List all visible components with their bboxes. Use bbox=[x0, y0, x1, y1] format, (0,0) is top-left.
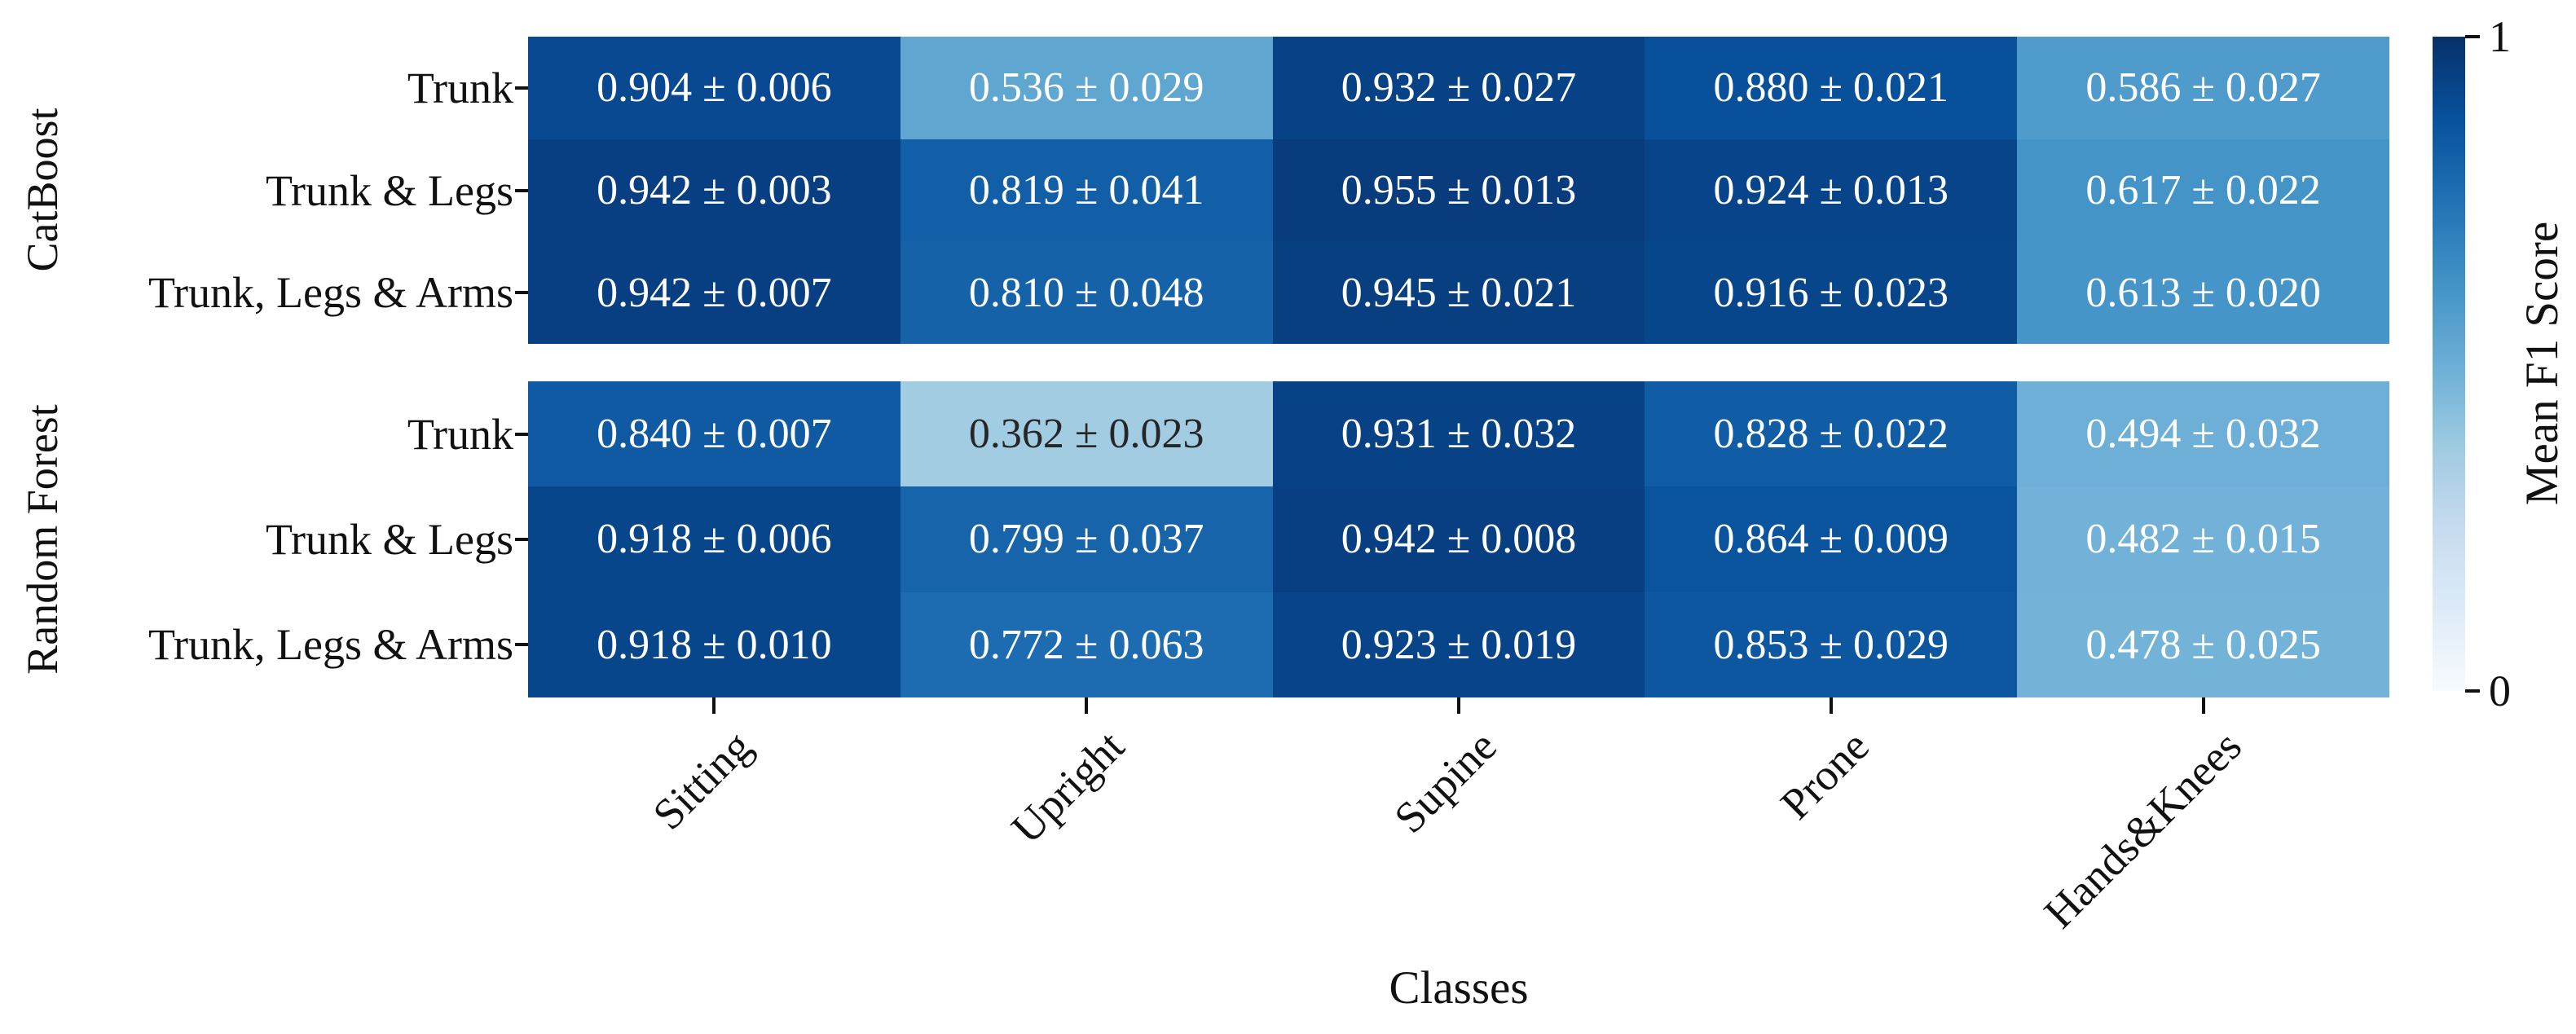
heatmap-cell: 0.617 ± 0.022 bbox=[2017, 139, 2389, 242]
heatmap-cell: 0.942 ± 0.007 bbox=[528, 241, 900, 344]
y-tick-mark bbox=[515, 188, 528, 192]
x-tick-mark bbox=[1085, 697, 1089, 714]
heatmap-cell: 0.362 ± 0.023 bbox=[900, 381, 1273, 487]
heatmap-cell: 0.918 ± 0.006 bbox=[528, 486, 900, 592]
colorbar-title: Mean F1 Score bbox=[2517, 221, 2568, 506]
y-tick-label: Trunk & Legs bbox=[265, 515, 513, 564]
heatmap-cell: 0.942 ± 0.008 bbox=[1272, 486, 1645, 592]
x-tick-mark bbox=[2201, 697, 2205, 714]
y-tick-mark bbox=[515, 291, 528, 295]
heatmap-cell: 0.828 ± 0.022 bbox=[1645, 381, 2018, 487]
y-tick-label: Trunk & Legs bbox=[265, 165, 513, 215]
heatmap-cell: 0.799 ± 0.037 bbox=[900, 486, 1273, 592]
heatmap-cell: 0.918 ± 0.010 bbox=[528, 592, 900, 697]
y-tick-label: Trunk bbox=[407, 63, 513, 112]
x-tick-mark bbox=[712, 697, 716, 714]
heatmap-cell: 0.586 ± 0.027 bbox=[2017, 37, 2389, 139]
heatmap-cell: 0.942 ± 0.003 bbox=[528, 139, 900, 242]
heatmap-cell: 0.536 ± 0.029 bbox=[900, 37, 1273, 139]
heatmap-cell: 0.880 ± 0.021 bbox=[1645, 37, 2018, 139]
x-axis-title: Classes bbox=[1389, 962, 1529, 1014]
colorbar-tick-label-min: 0 bbox=[2489, 667, 2511, 715]
colorbar-tick-label-max: 1 bbox=[2489, 12, 2511, 61]
heatmap-cell: 0.482 ± 0.015 bbox=[2017, 486, 2389, 592]
y-tick-label: Trunk, Legs & Arms bbox=[148, 620, 513, 670]
colorbar-tick-mark-top bbox=[2465, 35, 2480, 38]
heatmap-cell: 0.840 ± 0.007 bbox=[528, 381, 900, 487]
y-tick-mark bbox=[515, 86, 528, 90]
heatmap-cell: 0.932 ± 0.027 bbox=[1272, 37, 1645, 139]
x-tick-label: Hands&Knees bbox=[2034, 721, 2251, 938]
heatmap-cell: 0.494 ± 0.032 bbox=[2017, 381, 2389, 487]
heatmap-cell: 0.923 ± 0.019 bbox=[1272, 592, 1645, 697]
heatmap-grid-catboost: 0.904 ± 0.006 0.536 ± 0.029 0.932 ± 0.027 0… bbox=[528, 37, 2389, 344]
heatmap-cell: 0.810 ± 0.048 bbox=[900, 241, 1273, 344]
y-tick-mark bbox=[515, 538, 528, 541]
colorbar-gradient bbox=[2433, 37, 2465, 691]
heatmap-grid-random-forest: 0.840 ± 0.007 0.362 ± 0.023 0.931 ± 0.032 0… bbox=[528, 381, 2389, 697]
heatmap-cell: 0.819 ± 0.041 bbox=[900, 139, 1273, 242]
heatmap-cell: 0.853 ± 0.029 bbox=[1645, 592, 2018, 697]
heatmap-cell: 0.931 ± 0.032 bbox=[1272, 381, 1645, 487]
y-tick-label: Trunk, Legs & Arms bbox=[148, 268, 513, 318]
heatmap-cell: 0.916 ± 0.023 bbox=[1645, 241, 2018, 344]
heatmap-cell: 0.772 ± 0.063 bbox=[900, 592, 1273, 697]
heatmap-cell: 0.924 ± 0.013 bbox=[1645, 139, 2018, 242]
heatmap-cell: 0.478 ± 0.025 bbox=[2017, 592, 2389, 697]
y-tick-mark bbox=[515, 432, 528, 436]
y-tick-label: Trunk bbox=[407, 409, 513, 459]
y-tick-mark bbox=[515, 643, 528, 647]
colorbar-tick-mark-bottom bbox=[2465, 689, 2480, 693]
heatmap-cell: 0.864 ± 0.009 bbox=[1645, 486, 2018, 592]
heatmap-cell: 0.945 ± 0.021 bbox=[1272, 241, 1645, 344]
x-tick-label: Sitting bbox=[643, 721, 762, 839]
x-tick-mark bbox=[1457, 697, 1460, 714]
x-tick-mark bbox=[1829, 697, 1833, 714]
heatmap-cell: 0.904 ± 0.006 bbox=[528, 37, 900, 139]
heatmap-cell: 0.955 ± 0.013 bbox=[1272, 139, 1645, 242]
x-tick-label: Upright bbox=[1002, 721, 1134, 853]
heatmap-cell: 0.613 ± 0.020 bbox=[2017, 241, 2389, 344]
